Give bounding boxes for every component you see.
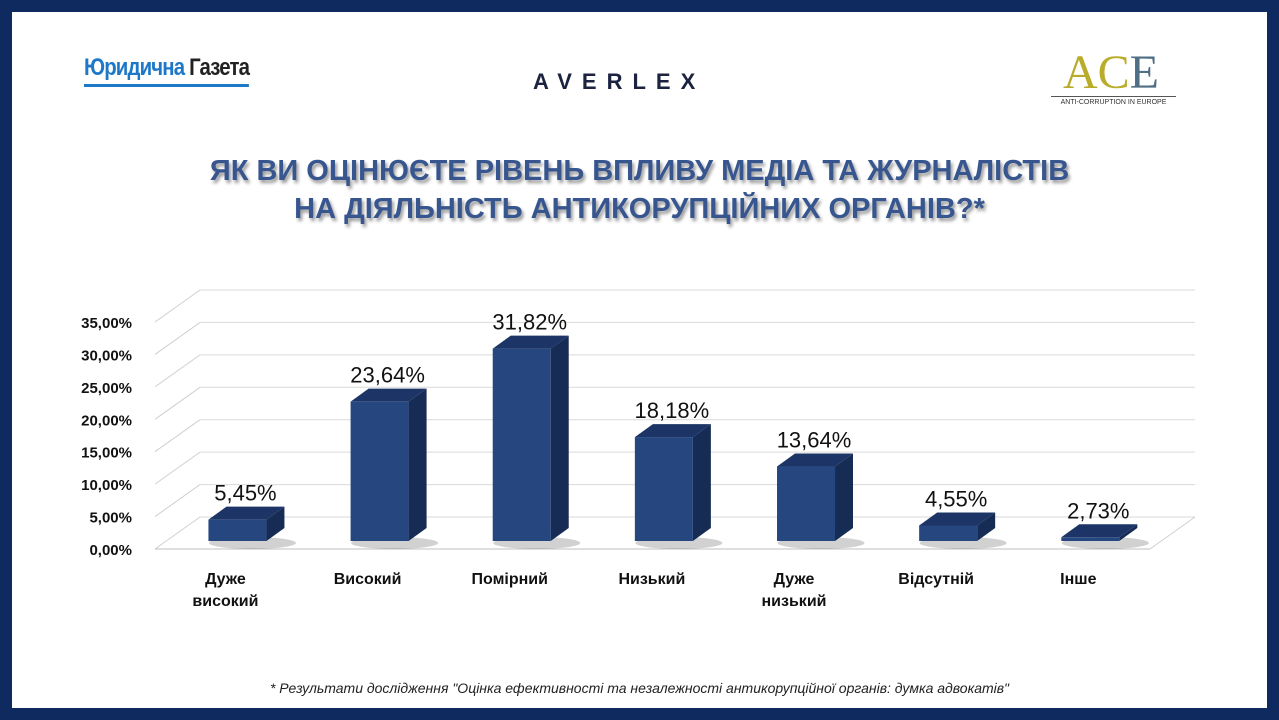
bar xyxy=(777,466,836,541)
bar-side xyxy=(977,512,996,541)
ace-logo: ACE ANTI-CORRUPTION IN EUROPE xyxy=(1046,49,1176,106)
x-tick-label: Високий xyxy=(334,571,402,588)
x-tick-label: Дуже xyxy=(774,571,815,588)
floor-edge xyxy=(1149,516,1196,550)
bar-top xyxy=(350,388,427,402)
gridline-side xyxy=(154,289,201,323)
data-label: 13,64% xyxy=(777,428,852,453)
bar-side xyxy=(266,506,285,541)
bar-side xyxy=(550,335,569,541)
gridline-side xyxy=(154,419,201,453)
bar-side xyxy=(835,453,854,541)
averlex-logo: AVERLEX xyxy=(533,69,706,94)
gridline-side xyxy=(154,451,201,485)
data-label: 2,73% xyxy=(1067,498,1129,523)
gridline-side xyxy=(154,484,201,517)
y-tick-label: 10,00% xyxy=(81,477,132,494)
bar xyxy=(208,519,267,541)
bar xyxy=(350,401,409,541)
bar-side xyxy=(1119,524,1138,541)
gridline-side xyxy=(154,516,201,550)
y-tick-label: 30,00% xyxy=(81,347,132,364)
y-tick-label: 0,00% xyxy=(89,542,132,559)
x-tick-label: високий xyxy=(192,593,258,610)
gridline-side xyxy=(154,354,201,388)
slide xyxy=(12,12,1267,708)
data-label: 23,64% xyxy=(350,363,425,388)
gridline-side xyxy=(154,322,201,355)
bar-top xyxy=(492,335,569,349)
bar xyxy=(919,525,978,541)
bar xyxy=(1061,537,1120,541)
y-tick-label: 20,00% xyxy=(81,412,132,429)
x-tick-label: низький xyxy=(762,593,827,610)
x-tick-label: Дуже xyxy=(205,571,246,588)
y-tick-label: 15,00% xyxy=(81,445,132,462)
x-tick-label: Помірний xyxy=(472,571,548,588)
gridline-side xyxy=(154,386,201,420)
title-line-2: НА ДІЯЛЬНІСТЬ АНТИКОРУПЦІЙНИХ ОРГАНІВ?* xyxy=(294,193,985,225)
title-line-1: ЯК ВИ ОЦІНЮЄТЕ РІВЕНЬ ВПЛИВУ МЕДІА ТА ЖУ… xyxy=(209,155,1070,187)
data-label: 4,55% xyxy=(925,486,987,511)
logo-text-a: Юридична xyxy=(84,54,185,81)
bar-top xyxy=(919,512,996,526)
yurydychna-gazeta-logo: Юридична Газета xyxy=(84,54,250,87)
bar-side xyxy=(408,388,427,541)
data-label: 31,82% xyxy=(492,310,567,335)
bar-side xyxy=(692,424,711,541)
bar-top xyxy=(1061,524,1138,538)
chart-title: ЯК ВИ ОЦІНЮЄТЕ РІВЕНЬ ВПЛИВУ МЕДІА ТА ЖУ… xyxy=(0,152,1279,228)
y-tick-label: 35,00% xyxy=(81,315,132,332)
x-tick-label: Відсутній xyxy=(898,571,974,588)
bar-top xyxy=(208,506,285,520)
x-tick-label: Інше xyxy=(1060,571,1096,588)
y-tick-label: 25,00% xyxy=(81,380,132,397)
footnote: * Результати дослідження "Оцінка ефектив… xyxy=(269,680,1010,696)
y-tick-label: 5,00% xyxy=(89,510,132,527)
ace-letters: AC xyxy=(1062,46,1130,99)
bar-top xyxy=(777,453,854,467)
bar xyxy=(492,348,551,541)
x-tick-label: Низький xyxy=(618,571,685,588)
bar xyxy=(634,437,693,541)
ace-subtitle: ANTI-CORRUPTION IN EUROPE xyxy=(1051,96,1176,106)
ace-letter-e: E xyxy=(1129,46,1159,99)
data-label: 5,45% xyxy=(214,481,276,506)
bar-top xyxy=(634,424,711,438)
data-label: 18,18% xyxy=(635,398,710,423)
logo-text-b: Газета xyxy=(189,54,250,81)
